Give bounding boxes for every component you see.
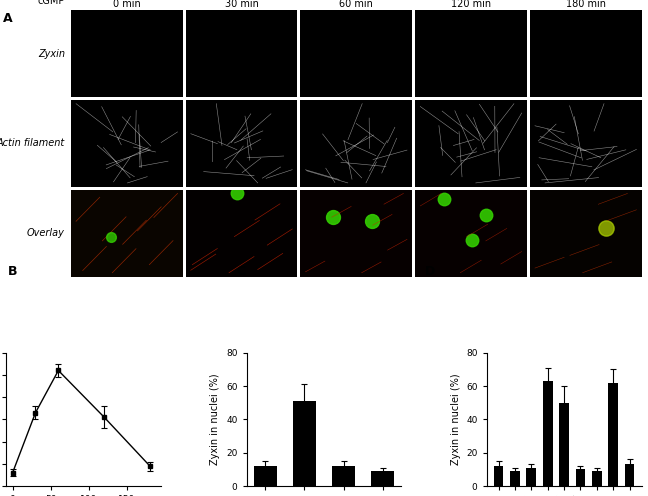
Bar — [293, 401, 316, 486]
Bar — [253, 466, 277, 486]
Text: Zyxin: Zyxin — [38, 49, 65, 59]
Text: C: C — [237, 265, 246, 278]
Bar — [371, 471, 395, 486]
Bar — [559, 403, 569, 486]
Title: 60 min: 60 min — [340, 0, 373, 9]
Text: A: A — [3, 12, 13, 25]
Bar — [592, 471, 602, 486]
Text: D: D — [424, 265, 435, 278]
Text: Actin filament: Actin filament — [0, 138, 65, 148]
Title: 0 min: 0 min — [113, 0, 141, 9]
Y-axis label: Zyxin in nuclei (%): Zyxin in nuclei (%) — [450, 373, 461, 465]
Title: 180 min: 180 min — [566, 0, 606, 9]
Bar — [494, 466, 503, 486]
Text: Overlay: Overlay — [27, 228, 65, 238]
Bar — [543, 381, 553, 486]
Text: B: B — [8, 265, 17, 278]
Text: cGMP: cGMP — [38, 0, 65, 5]
Bar — [510, 471, 520, 486]
Bar — [575, 469, 585, 486]
Y-axis label: Zyxin in nuclei (%): Zyxin in nuclei (%) — [211, 373, 220, 465]
Bar — [526, 468, 537, 486]
Bar — [608, 383, 618, 486]
Bar — [332, 466, 355, 486]
Title: 30 min: 30 min — [225, 0, 259, 9]
Bar — [625, 464, 634, 486]
Title: 120 min: 120 min — [451, 0, 491, 9]
